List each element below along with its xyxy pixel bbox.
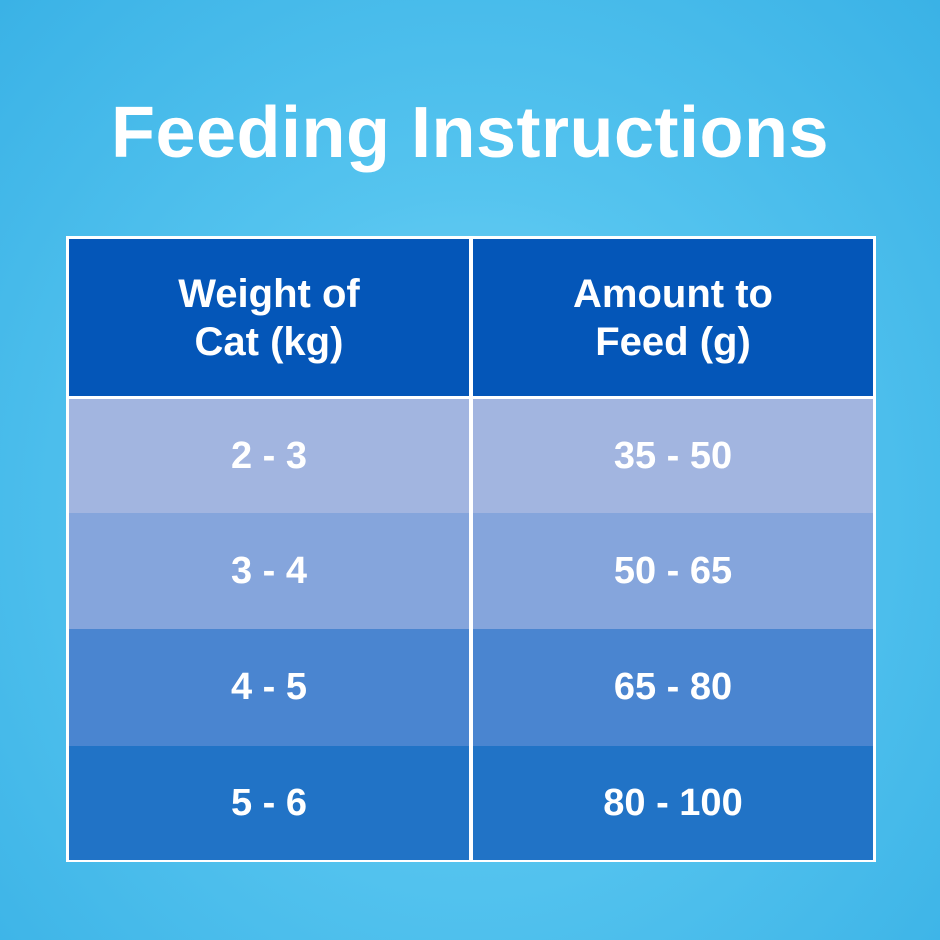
- table-row: 5 - 6 80 - 100: [69, 746, 873, 860]
- header-amount: Amount to Feed (g): [473, 239, 873, 396]
- page-title: Feeding Instructions: [110, 93, 830, 173]
- amount-cell: 80 - 100: [473, 746, 873, 860]
- weight-cell: 4 - 5: [69, 629, 469, 746]
- weight-cell: 2 - 3: [69, 399, 469, 513]
- weight-cell: 3 - 4: [69, 513, 469, 629]
- amount-cell: 50 - 65: [473, 513, 873, 629]
- amount-cell: 65 - 80: [473, 629, 873, 746]
- amount-cell: 35 - 50: [473, 399, 873, 513]
- table-row: 3 - 4 50 - 65: [69, 513, 873, 629]
- feeding-table: Weight of Cat (kg) Amount to Feed (g) 2 …: [66, 236, 876, 862]
- table-row: 4 - 5 65 - 80: [69, 629, 873, 746]
- table-row: 2 - 3 35 - 50: [69, 399, 873, 513]
- table-body: 2 - 3 35 - 50 3 - 4 50 - 65 4 - 5 65 - 80 5 - …: [69, 399, 873, 860]
- weight-cell: 5 - 6: [69, 746, 469, 860]
- header-weight: Weight of Cat (kg): [69, 239, 469, 396]
- table-header: Weight of Cat (kg) Amount to Feed (g): [69, 239, 873, 396]
